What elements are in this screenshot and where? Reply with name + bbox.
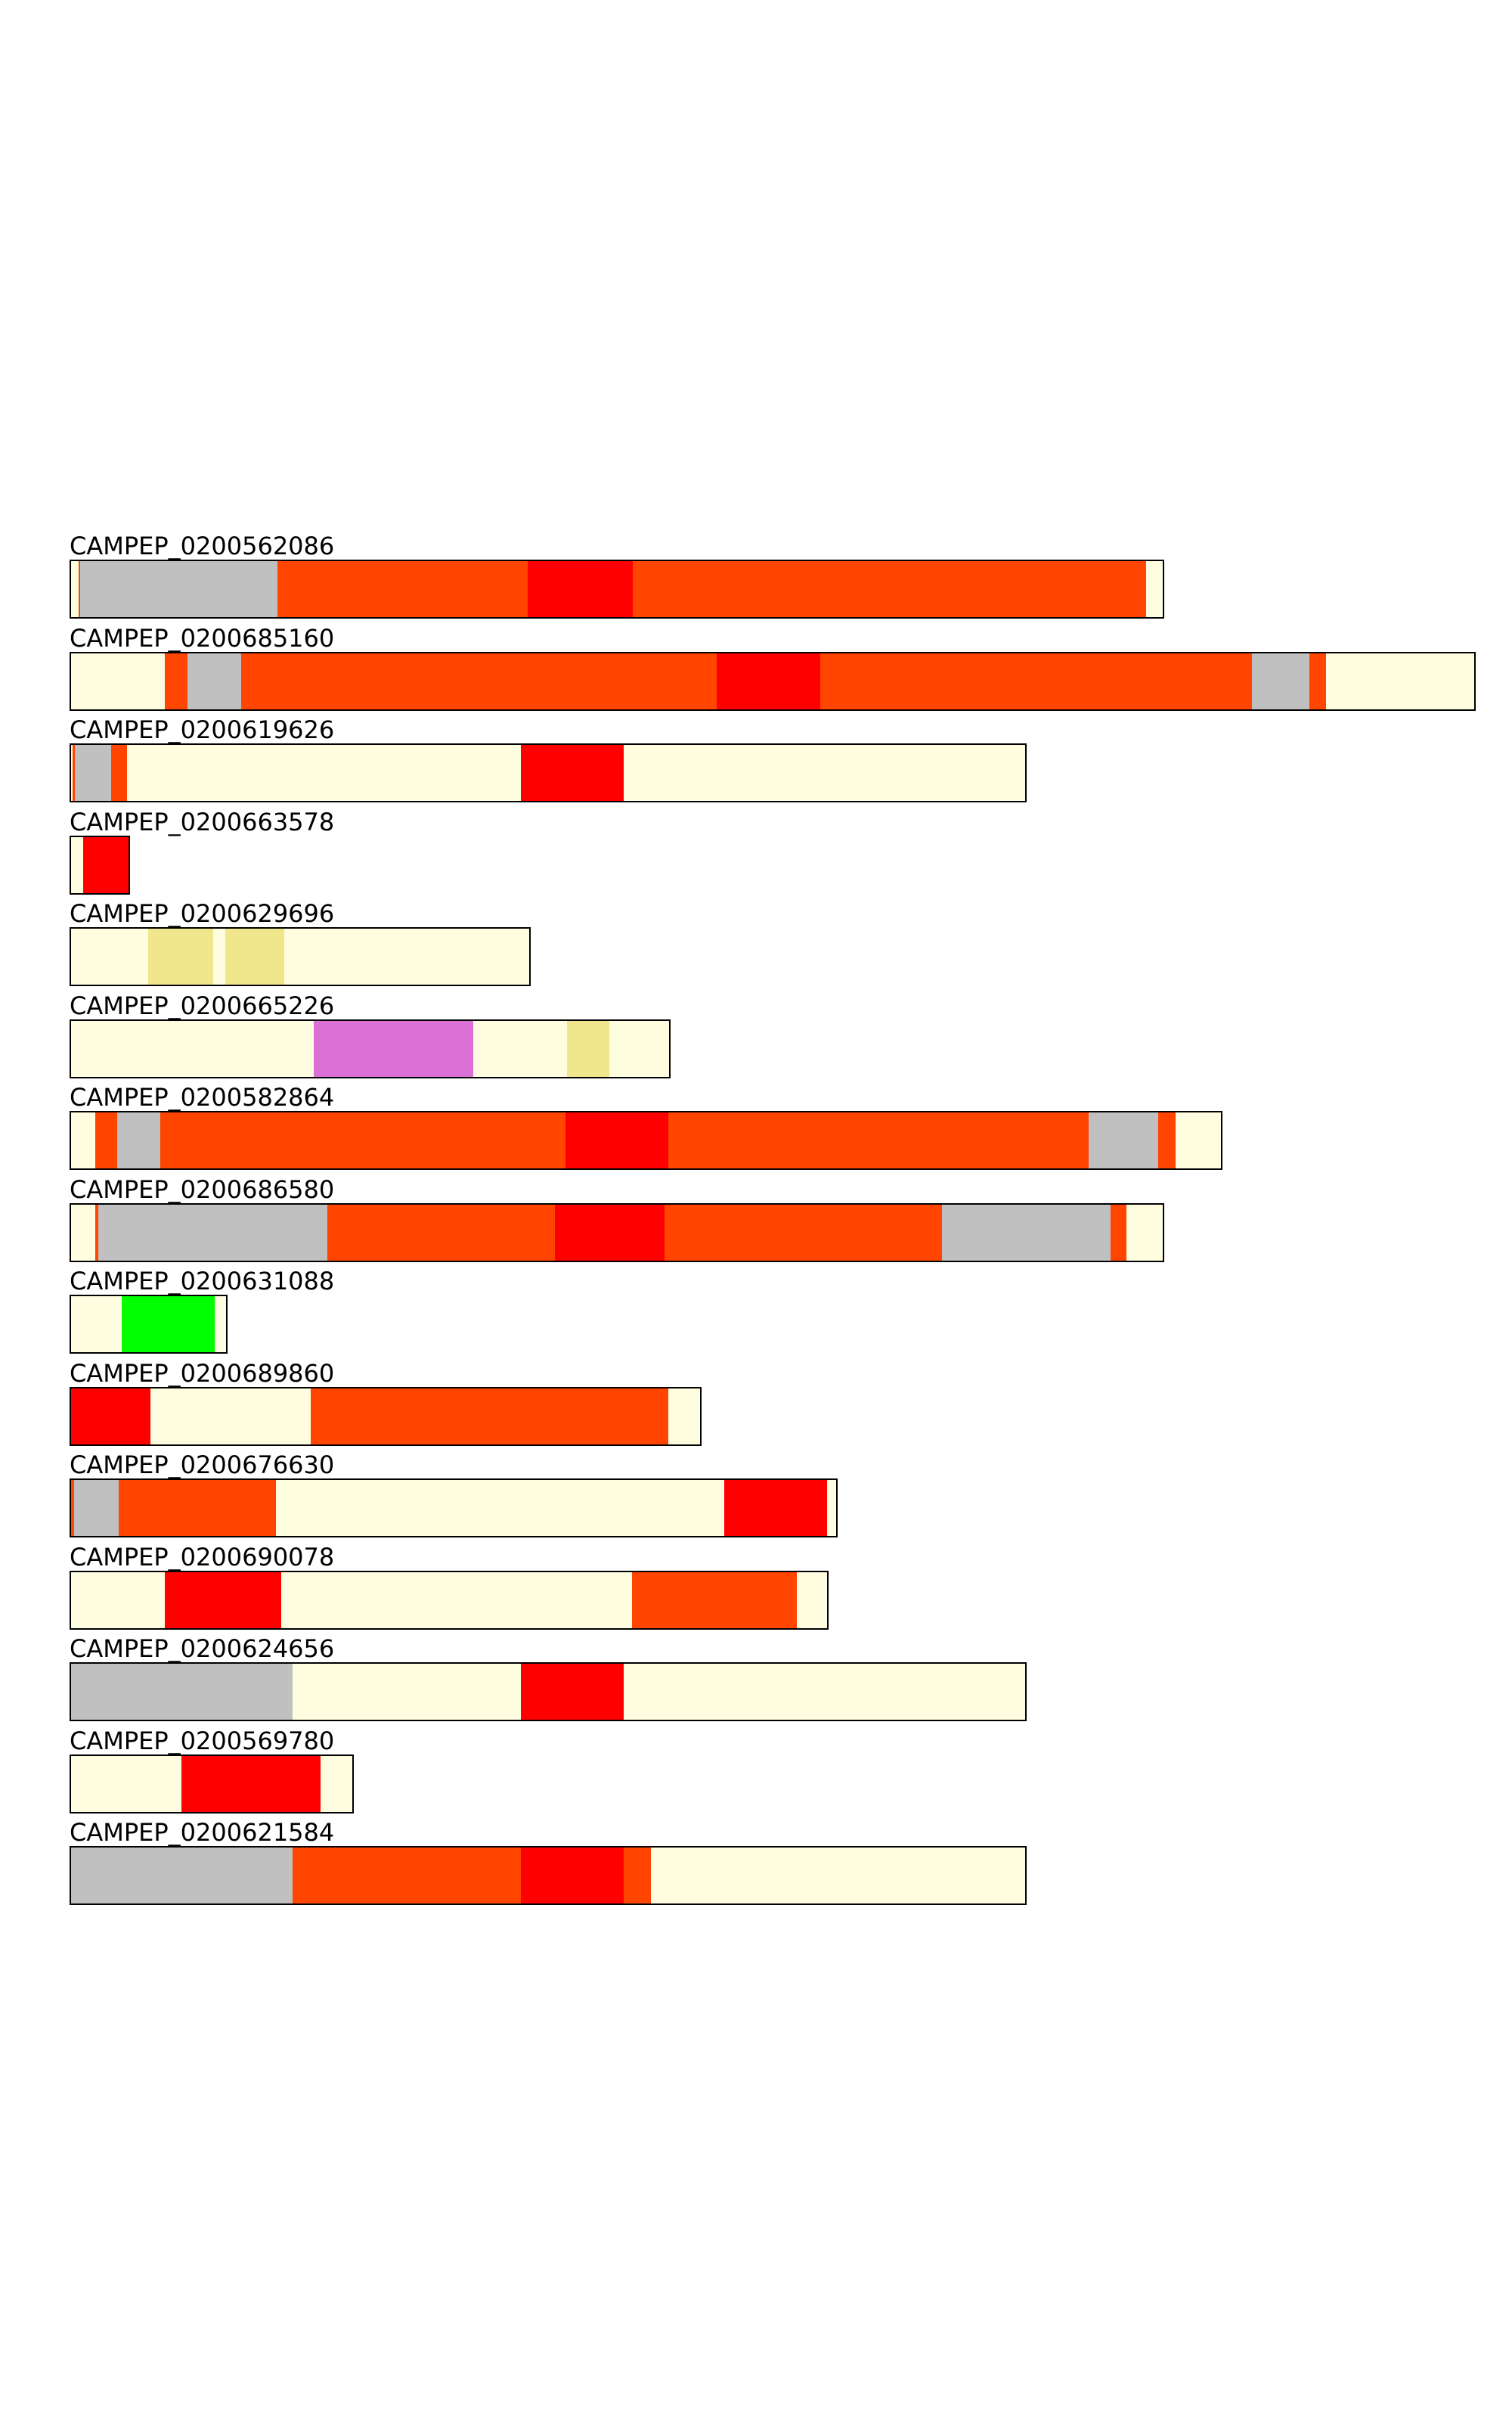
sequence-bar [70, 1202, 1164, 1262]
sequence-bar [70, 1478, 838, 1537]
domain-segment-red [554, 1204, 665, 1261]
track-label: CAMPEP_0200689860 [70, 1358, 335, 1388]
domain-segment-orange [820, 653, 1252, 709]
domain-segment-orange [110, 745, 127, 801]
sequence-bar [70, 1846, 1027, 1905]
track-label: CAMPEP_0200562086 [70, 532, 335, 560]
domain-segment-red [71, 1388, 150, 1444]
domain-segment-orange [277, 561, 528, 617]
domain-segment-orange [668, 1112, 1089, 1168]
sequence-bar [70, 1295, 228, 1354]
domain-segment-orange [118, 1480, 276, 1536]
track-label: CAMPEP_0200624656 [70, 1634, 335, 1663]
domain-segment-orange [623, 1848, 651, 1903]
track-label: CAMPEP_0200619626 [70, 715, 335, 744]
track-label: CAMPEP_0200631088 [70, 1267, 335, 1295]
domain-segment-gray [187, 653, 241, 709]
domain-segment-red [723, 1480, 827, 1536]
domain-segment-gray [79, 561, 277, 617]
domain-segment-khaki [566, 1020, 609, 1077]
domain-segment-red [565, 1112, 668, 1168]
domain-segment-orange [1110, 1204, 1126, 1261]
track-label: CAMPEP_0200582864 [70, 1083, 335, 1112]
sequence-bar [70, 1754, 354, 1813]
domain-segment-khaki [147, 929, 213, 985]
domain-segment-red [520, 1664, 624, 1720]
sequence-bar [70, 927, 531, 986]
track-label: CAMPEP_0200676630 [70, 1450, 335, 1479]
domain-segment-gray [74, 745, 111, 801]
sequence-bar [70, 743, 1027, 802]
domain-segment-red [520, 1848, 624, 1903]
domain-segment-orange [71, 1480, 74, 1536]
sequence-bar [70, 651, 1476, 711]
domain-segment-red [520, 745, 624, 801]
domain-segment-orange [664, 1204, 942, 1261]
sequence-bar [70, 835, 130, 895]
track-label: CAMPEP_0200569780 [70, 1726, 335, 1755]
domain-segment-gray [1088, 1112, 1158, 1168]
domain-segment-orange [327, 1204, 555, 1261]
track-label: CAMPEP_0200685160 [70, 623, 335, 653]
domain-segment-orange [160, 1112, 565, 1168]
track-label: CAMPEP_0200665226 [70, 991, 335, 1020]
domain-segment-orange [1157, 1112, 1176, 1168]
domain-segment-gray [73, 1480, 119, 1536]
domain-segment-gray [98, 1204, 327, 1261]
track-label: CAMPEP_0200621584 [70, 1818, 335, 1847]
domain-segment-orange [78, 561, 80, 617]
sequence-bar [70, 1570, 829, 1630]
sequence-bar [70, 1662, 1027, 1721]
track-label: CAMPEP_0200629696 [70, 899, 335, 928]
domain-segment-orange [164, 653, 187, 709]
sequence-bar [70, 1111, 1222, 1170]
domain-segment-gray [71, 1664, 293, 1720]
domain-segment-gray [71, 1848, 293, 1903]
domain-segment-orange [632, 561, 1146, 617]
domain-segment-orange [94, 1112, 117, 1168]
domain-segment-red [82, 836, 129, 893]
domain-segment-orange [72, 745, 75, 801]
domain-segment-red [716, 653, 820, 709]
track-label: CAMPEP_0200663578 [70, 807, 335, 836]
domain-segment-orange [1309, 653, 1326, 709]
domain-segment-gray [1251, 653, 1309, 709]
sequence-bar [70, 560, 1164, 619]
domain-segment-gray [116, 1112, 160, 1168]
domain-segment-gray [941, 1204, 1111, 1261]
domain-segment-red [164, 1571, 281, 1628]
domain-segment-red [181, 1755, 321, 1812]
domain-segment-orchid [313, 1020, 473, 1077]
domain-segment-khaki [225, 929, 284, 985]
sequence-bar [70, 1019, 671, 1078]
track-label: CAMPEP_0200690078 [70, 1542, 335, 1571]
domain-segment-red [527, 561, 633, 617]
domain-segment-orange [94, 1204, 98, 1261]
domain-segment-orange [631, 1571, 797, 1628]
domain-segment-orange [292, 1848, 521, 1903]
domain-segment-orange [310, 1388, 668, 1444]
domain-segment-orange [240, 653, 717, 709]
domain-segment-green [121, 1296, 215, 1352]
sequence-bar [70, 1386, 702, 1446]
track-label: CAMPEP_0200686580 [70, 1174, 335, 1204]
